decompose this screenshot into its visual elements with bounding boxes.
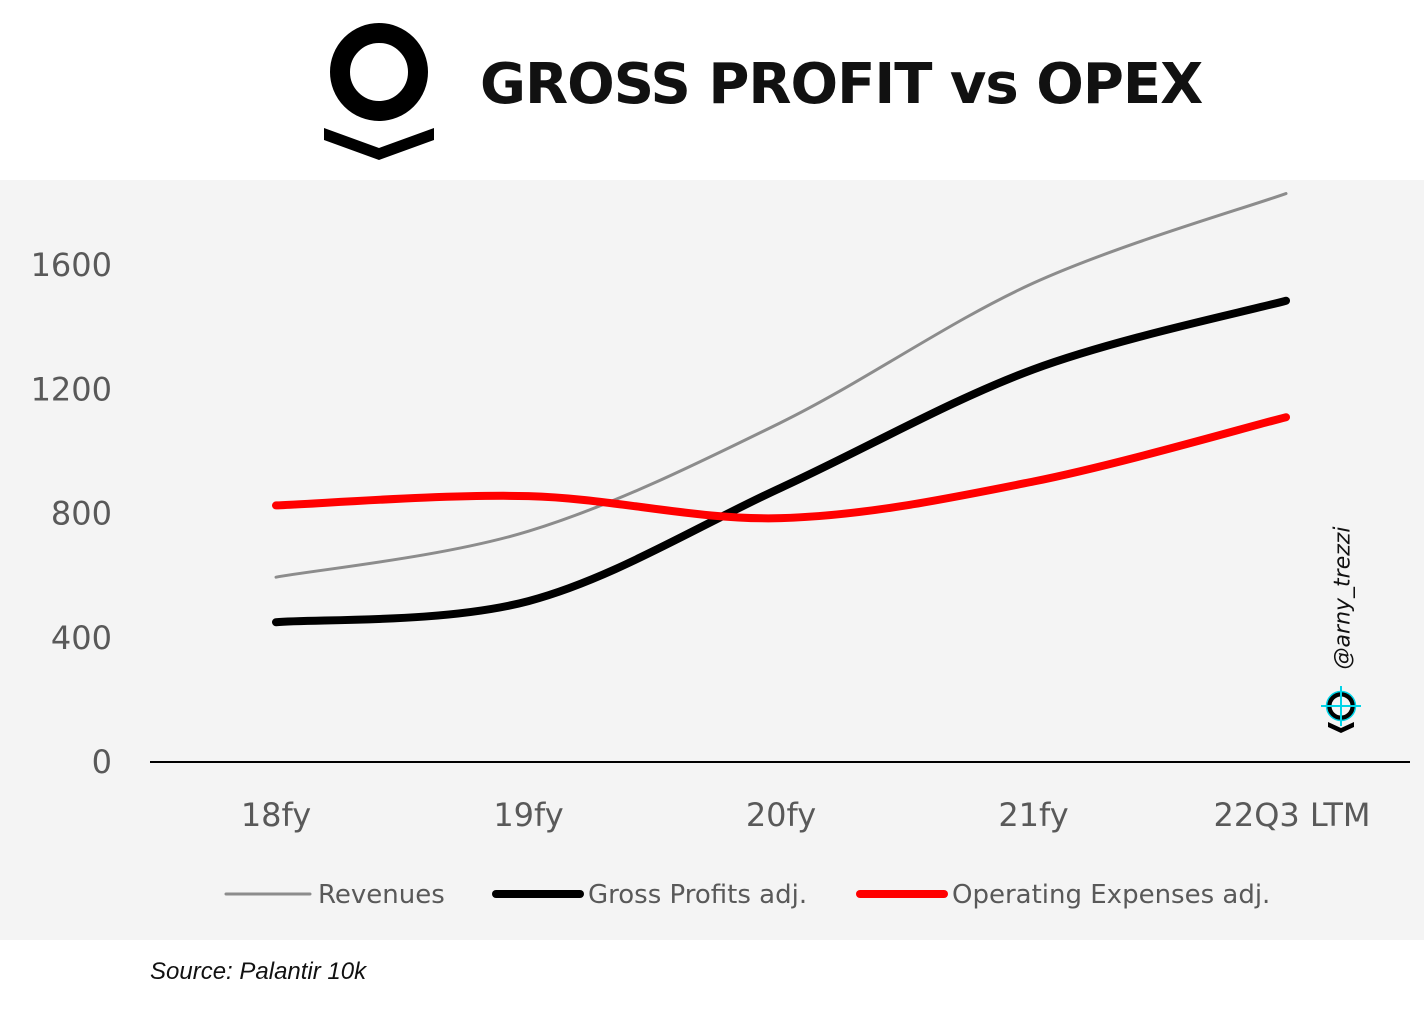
x-axis-tick-labels: 18fy 19fy 20fy 21fy 22Q3 LTM (241, 796, 1371, 834)
source-note: Source: Palantir 10k (150, 958, 367, 985)
y-axis-tick-labels: 0 400 800 1200 1600 (31, 246, 112, 781)
x-tick-label: 21fy (998, 796, 1068, 834)
footer-band (0, 940, 1424, 1012)
watermark-handle: @arny_trezzi (1330, 518, 1356, 678)
palantir-crosshair-icon (1321, 686, 1361, 733)
y-tick-label: 400 (51, 619, 112, 657)
x-tick-label: 19fy (493, 796, 563, 834)
x-tick-label: 22Q3 LTM (1213, 796, 1370, 834)
y-tick-label: 1600 (31, 246, 112, 284)
title-band (0, 0, 1424, 180)
palantir-logo-icon (324, 23, 434, 160)
line-chart: 0 400 800 1200 1600 18fy 19fy 20fy 21fy 22Q3 LTM… (31, 192, 1410, 910)
legend-label-gross-profits-adj: Gross Profits adj. (588, 880, 807, 910)
legend-label-revenues: Revenues (318, 880, 445, 910)
series-line-operating-expenses-adj (272, 413, 1290, 523)
x-tick-label: 18fy (241, 796, 311, 834)
chart-panel (0, 180, 1424, 940)
y-tick-label: 1200 (31, 370, 112, 408)
watermark-text: @arny_trezzi (1330, 526, 1356, 670)
y-tick-label: 0 (92, 743, 112, 781)
legend-label-operating-expenses-adj: Operating Expenses adj. (952, 880, 1270, 910)
y-tick-label: 800 (51, 495, 112, 533)
x-tick-label: 20fy (746, 796, 816, 834)
series-line-revenues (274, 192, 1288, 579)
chart-title: GROSS PROFIT vs OPEX (480, 52, 1203, 117)
legend: Revenues Gross Profits adj. Operating Expe… (224, 880, 1270, 910)
series-lines (272, 192, 1290, 627)
series-line-gross-profits-adj (272, 296, 1290, 627)
